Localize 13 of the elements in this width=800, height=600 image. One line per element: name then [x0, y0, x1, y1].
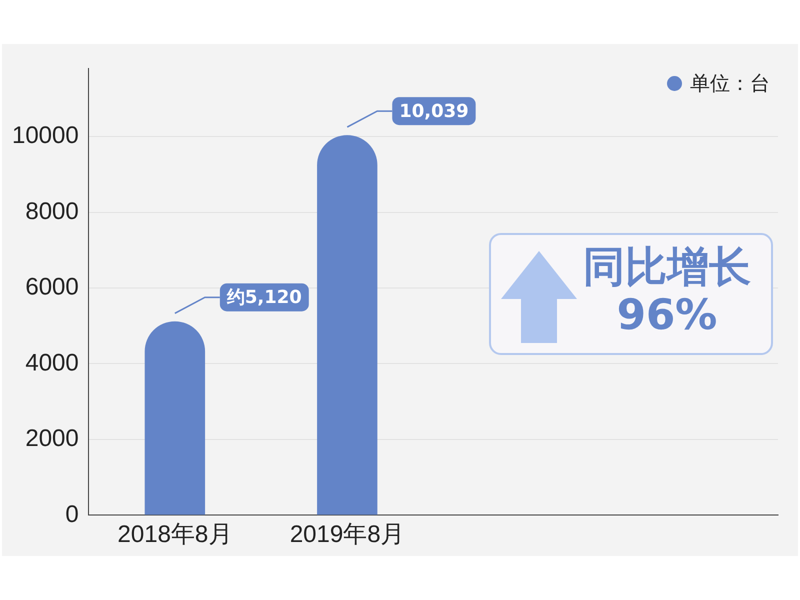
x-tick-label: 2018年8月 [118, 521, 232, 548]
y-tick-label: 6000 [25, 274, 79, 301]
annotation: 同比增长 [583, 242, 751, 291]
y-tick-label: 8000 [25, 198, 79, 225]
y-tick-label: 4000 [25, 349, 79, 376]
x-tick-label: 2019年8月 [290, 521, 405, 548]
legend-label: 单位：台 [690, 70, 770, 97]
y-tick-label: 0 [65, 500, 79, 528]
annotation: 96% [616, 290, 718, 339]
y-tick-label: 2000 [25, 425, 79, 452]
data-label: 约5,120 [226, 287, 302, 308]
data-label: 10,039 [399, 100, 469, 122]
y-tick-label: 10000 [12, 122, 79, 150]
